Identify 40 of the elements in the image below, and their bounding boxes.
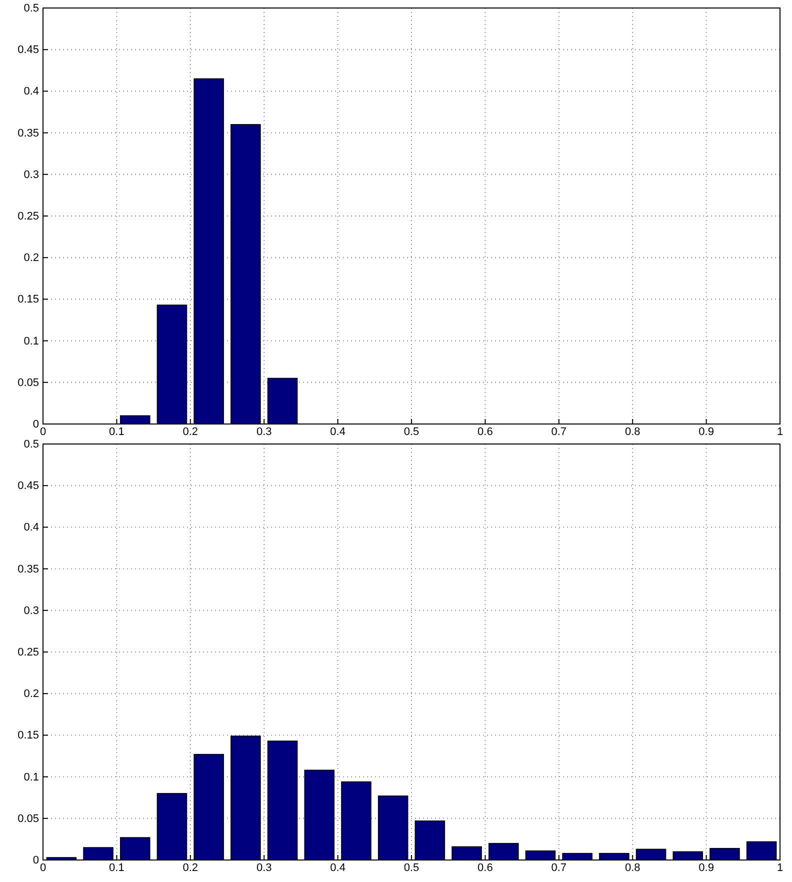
y-tick-label: 0.4 — [24, 522, 39, 534]
x-tick-label: 0.9 — [698, 426, 714, 438]
x-tick-label: 0.3 — [256, 426, 272, 438]
x-tick-label: 0.8 — [624, 862, 640, 874]
x-tick-label: 0.5 — [404, 862, 420, 874]
x-tick-label: 0.9 — [698, 862, 714, 874]
y-tick-label: 0.15 — [18, 730, 39, 742]
y-tick-label: 0.25 — [18, 646, 39, 659]
y-tick-label: 0.4 — [24, 86, 39, 98]
y-tick-label: 0.5 — [24, 2, 39, 15]
y-tick-label: 0.1 — [24, 771, 39, 784]
x-tick-label: 0.4 — [330, 426, 346, 438]
y-tick-label: 0.2 — [24, 252, 39, 264]
x-tick-label: 0.6 — [478, 862, 493, 874]
y-tick-label: 0.5 — [24, 438, 39, 451]
x-tick-label: 0.1 — [109, 426, 124, 438]
y-tick-label: 0.25 — [18, 210, 39, 223]
x-tick-label: 1 — [776, 862, 784, 874]
y-tick-label: 0.35 — [18, 563, 39, 576]
y-tick-label: 0.45 — [18, 44, 39, 56]
x-tick-label: 0.7 — [551, 426, 567, 438]
x-tick-label: 0.2 — [182, 862, 198, 874]
y-tick-label: 0.3 — [24, 168, 39, 181]
y-tick-label: 0.3 — [24, 604, 39, 617]
y-tick-label: 0.1 — [24, 335, 39, 348]
x-tick-label: 0.4 — [330, 862, 346, 874]
y-tick-label: 0.2 — [24, 688, 39, 700]
x-tick-label: 0.1 — [109, 862, 124, 874]
y-tick-label: 0.15 — [18, 294, 39, 306]
y-tick-label: 0.35 — [18, 127, 39, 140]
x-tick-label: 0.8 — [624, 426, 640, 438]
x-tick-label: 0.2 — [182, 426, 198, 438]
y-tick-label: 0.05 — [18, 376, 39, 389]
x-tick-label: 1 — [776, 426, 784, 438]
y-tick-label: 0.45 — [18, 480, 39, 492]
x-tick-label: 0.6 — [478, 426, 493, 438]
y-tick-label: 0.05 — [18, 812, 39, 825]
x-tick-label: 0.5 — [404, 426, 420, 438]
x-tick-label: 0.3 — [256, 862, 272, 874]
x-tick-label: 0.7 — [551, 862, 567, 874]
